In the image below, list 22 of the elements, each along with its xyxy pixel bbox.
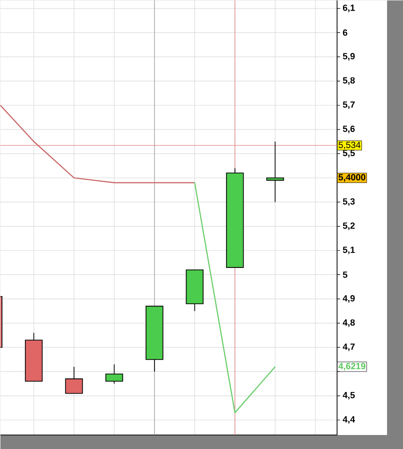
y-tick-label: 5 — [342, 272, 348, 278]
y-tick-label: 4,5 — [342, 392, 355, 400]
y-tick-label: 4,7 — [342, 344, 355, 352]
y-tick-label: 5,9 — [342, 52, 355, 61]
ref-line-label: 5,534 — [338, 142, 360, 150]
y-tick-label: 5,6 — [342, 126, 355, 134]
candlestick — [65, 366, 83, 394]
text: 5,4000 — [338, 174, 366, 182]
y-tick-label: 4,9 — [342, 295, 355, 303]
candlestick — [266, 141, 284, 202]
y-tick-label: 6 — [342, 29, 348, 36]
y-tick-label: 4,8 — [342, 319, 355, 327]
candlestick — [105, 364, 124, 384]
y-tick-label: 6,1 — [342, 4, 355, 12]
y-tick-label: 5,2 — [342, 222, 355, 230]
y-tick-label: 5,3 — [342, 198, 355, 206]
text: 4,6219 — [338, 362, 366, 371]
y-tick-label: 4,4 — [342, 416, 355, 424]
y-tick-label: 5,7 — [342, 101, 355, 110]
y-tick-label: 5,8 — [342, 77, 355, 85]
y-tick-label: 5,1 — [342, 246, 355, 254]
y-tick-label: 5,5 — [342, 150, 355, 158]
